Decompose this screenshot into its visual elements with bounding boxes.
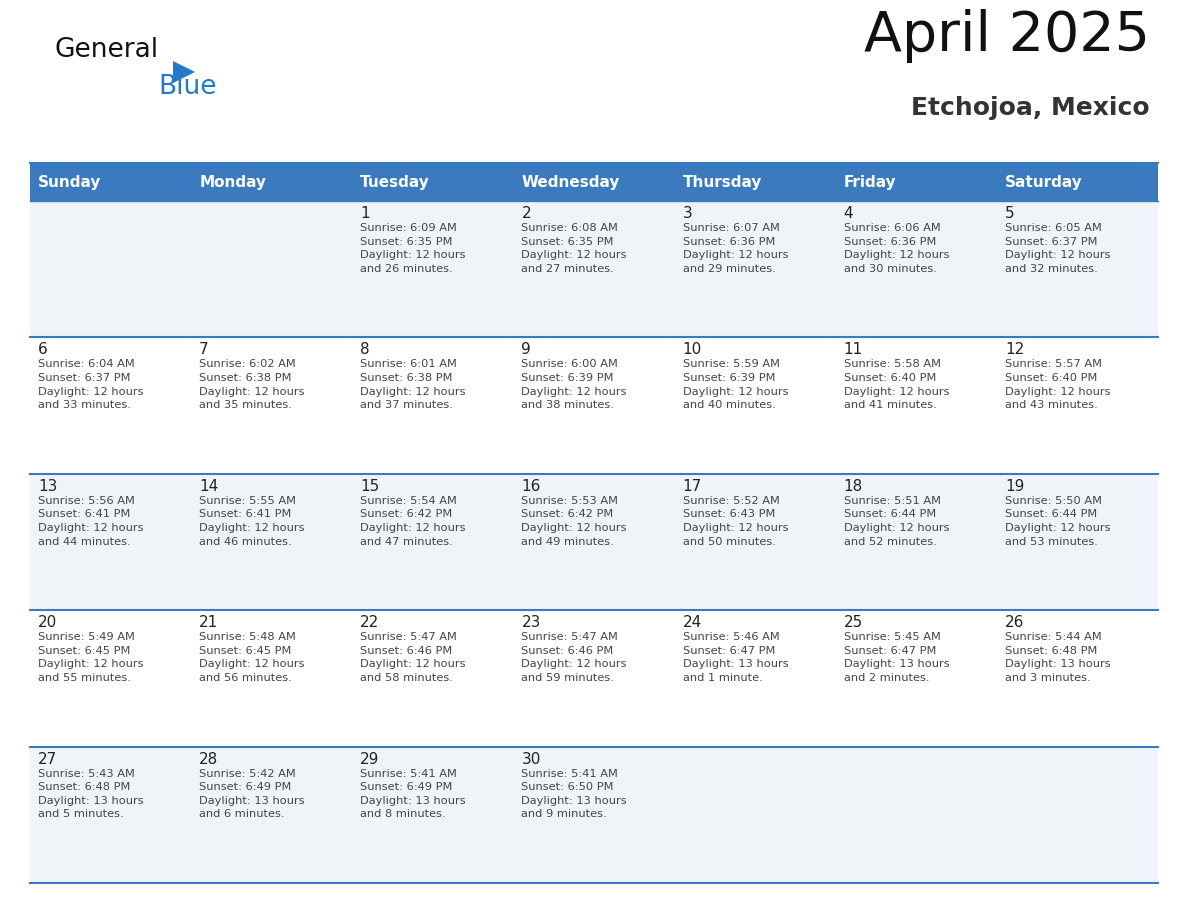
Text: 28: 28 — [200, 752, 219, 767]
Text: Sunrise: 5:42 AM
Sunset: 6:49 PM
Daylight: 13 hours
and 6 minutes.: Sunrise: 5:42 AM Sunset: 6:49 PM Dayligh… — [200, 768, 305, 820]
Text: 6: 6 — [38, 342, 48, 357]
Polygon shape — [173, 61, 195, 83]
Text: 8: 8 — [360, 342, 369, 357]
Text: Wednesday: Wednesday — [522, 174, 620, 189]
Text: Sunrise: 6:01 AM
Sunset: 6:38 PM
Daylight: 12 hours
and 37 minutes.: Sunrise: 6:01 AM Sunset: 6:38 PM Dayligh… — [360, 360, 466, 410]
Text: Sunday: Sunday — [38, 174, 101, 189]
Text: Sunrise: 5:46 AM
Sunset: 6:47 PM
Daylight: 13 hours
and 1 minute.: Sunrise: 5:46 AM Sunset: 6:47 PM Dayligh… — [683, 633, 788, 683]
Text: Sunrise: 5:55 AM
Sunset: 6:41 PM
Daylight: 12 hours
and 46 minutes.: Sunrise: 5:55 AM Sunset: 6:41 PM Dayligh… — [200, 496, 304, 546]
Bar — [30, 610, 1158, 746]
Text: Sunrise: 5:59 AM
Sunset: 6:39 PM
Daylight: 12 hours
and 40 minutes.: Sunrise: 5:59 AM Sunset: 6:39 PM Dayligh… — [683, 360, 788, 410]
Bar — [997, 163, 1158, 201]
Text: 5: 5 — [1005, 206, 1015, 221]
Text: 12: 12 — [1005, 342, 1024, 357]
Text: Sunrise: 6:02 AM
Sunset: 6:38 PM
Daylight: 12 hours
and 35 minutes.: Sunrise: 6:02 AM Sunset: 6:38 PM Dayligh… — [200, 360, 304, 410]
Text: Sunrise: 5:52 AM
Sunset: 6:43 PM
Daylight: 12 hours
and 50 minutes.: Sunrise: 5:52 AM Sunset: 6:43 PM Dayligh… — [683, 496, 788, 546]
Text: 22: 22 — [360, 615, 379, 630]
Text: Sunrise: 5:57 AM
Sunset: 6:40 PM
Daylight: 12 hours
and 43 minutes.: Sunrise: 5:57 AM Sunset: 6:40 PM Dayligh… — [1005, 360, 1111, 410]
Text: 20: 20 — [38, 615, 57, 630]
Text: Friday: Friday — [843, 174, 896, 189]
Text: Thursday: Thursday — [683, 174, 762, 189]
Text: 18: 18 — [843, 479, 862, 494]
Text: April 2025: April 2025 — [864, 9, 1150, 63]
Text: 2: 2 — [522, 206, 531, 221]
Text: 7: 7 — [200, 342, 209, 357]
Text: Sunrise: 5:56 AM
Sunset: 6:41 PM
Daylight: 12 hours
and 44 minutes.: Sunrise: 5:56 AM Sunset: 6:41 PM Dayligh… — [38, 496, 144, 546]
Text: Blue: Blue — [158, 74, 216, 100]
Text: Sunrise: 6:00 AM
Sunset: 6:39 PM
Daylight: 12 hours
and 38 minutes.: Sunrise: 6:00 AM Sunset: 6:39 PM Dayligh… — [522, 360, 627, 410]
Text: Sunrise: 5:47 AM
Sunset: 6:46 PM
Daylight: 12 hours
and 58 minutes.: Sunrise: 5:47 AM Sunset: 6:46 PM Dayligh… — [360, 633, 466, 683]
Text: Sunrise: 5:58 AM
Sunset: 6:40 PM
Daylight: 12 hours
and 41 minutes.: Sunrise: 5:58 AM Sunset: 6:40 PM Dayligh… — [843, 360, 949, 410]
Text: Sunrise: 5:45 AM
Sunset: 6:47 PM
Daylight: 13 hours
and 2 minutes.: Sunrise: 5:45 AM Sunset: 6:47 PM Dayligh… — [843, 633, 949, 683]
Bar — [30, 201, 1158, 338]
Text: 11: 11 — [843, 342, 862, 357]
Text: Sunrise: 6:06 AM
Sunset: 6:36 PM
Daylight: 12 hours
and 30 minutes.: Sunrise: 6:06 AM Sunset: 6:36 PM Dayligh… — [843, 223, 949, 274]
Text: Sunrise: 5:50 AM
Sunset: 6:44 PM
Daylight: 12 hours
and 53 minutes.: Sunrise: 5:50 AM Sunset: 6:44 PM Dayligh… — [1005, 496, 1111, 546]
Text: Sunrise: 6:04 AM
Sunset: 6:37 PM
Daylight: 12 hours
and 33 minutes.: Sunrise: 6:04 AM Sunset: 6:37 PM Dayligh… — [38, 360, 144, 410]
Bar — [835, 163, 997, 201]
Text: 30: 30 — [522, 752, 541, 767]
Text: 3: 3 — [683, 206, 693, 221]
Text: Sunrise: 6:05 AM
Sunset: 6:37 PM
Daylight: 12 hours
and 32 minutes.: Sunrise: 6:05 AM Sunset: 6:37 PM Dayligh… — [1005, 223, 1111, 274]
Text: 15: 15 — [360, 479, 379, 494]
Text: 10: 10 — [683, 342, 702, 357]
Text: 4: 4 — [843, 206, 853, 221]
Text: Sunrise: 5:41 AM
Sunset: 6:49 PM
Daylight: 13 hours
and 8 minutes.: Sunrise: 5:41 AM Sunset: 6:49 PM Dayligh… — [360, 768, 466, 820]
Text: 9: 9 — [522, 342, 531, 357]
Text: 21: 21 — [200, 615, 219, 630]
Text: 1: 1 — [360, 206, 369, 221]
Text: Sunrise: 5:48 AM
Sunset: 6:45 PM
Daylight: 12 hours
and 56 minutes.: Sunrise: 5:48 AM Sunset: 6:45 PM Dayligh… — [200, 633, 304, 683]
Bar — [30, 163, 191, 201]
Bar — [30, 474, 1158, 610]
Bar — [191, 163, 353, 201]
Text: Sunrise: 5:41 AM
Sunset: 6:50 PM
Daylight: 13 hours
and 9 minutes.: Sunrise: 5:41 AM Sunset: 6:50 PM Dayligh… — [522, 768, 627, 820]
Text: Sunrise: 5:43 AM
Sunset: 6:48 PM
Daylight: 13 hours
and 5 minutes.: Sunrise: 5:43 AM Sunset: 6:48 PM Dayligh… — [38, 768, 144, 820]
Text: 24: 24 — [683, 615, 702, 630]
Text: Sunrise: 5:53 AM
Sunset: 6:42 PM
Daylight: 12 hours
and 49 minutes.: Sunrise: 5:53 AM Sunset: 6:42 PM Dayligh… — [522, 496, 627, 546]
Bar — [30, 746, 1158, 883]
Text: 27: 27 — [38, 752, 57, 767]
Text: Sunrise: 6:07 AM
Sunset: 6:36 PM
Daylight: 12 hours
and 29 minutes.: Sunrise: 6:07 AM Sunset: 6:36 PM Dayligh… — [683, 223, 788, 274]
Bar — [30, 338, 1158, 474]
Text: 23: 23 — [522, 615, 541, 630]
Bar — [353, 163, 513, 201]
Text: 19: 19 — [1005, 479, 1024, 494]
Text: General: General — [55, 37, 159, 63]
Text: 29: 29 — [360, 752, 380, 767]
Bar — [513, 163, 675, 201]
Text: Sunrise: 5:49 AM
Sunset: 6:45 PM
Daylight: 12 hours
and 55 minutes.: Sunrise: 5:49 AM Sunset: 6:45 PM Dayligh… — [38, 633, 144, 683]
Text: Saturday: Saturday — [1005, 174, 1082, 189]
Text: Sunrise: 5:51 AM
Sunset: 6:44 PM
Daylight: 12 hours
and 52 minutes.: Sunrise: 5:51 AM Sunset: 6:44 PM Dayligh… — [843, 496, 949, 546]
Text: 26: 26 — [1005, 615, 1024, 630]
Text: Sunrise: 5:44 AM
Sunset: 6:48 PM
Daylight: 13 hours
and 3 minutes.: Sunrise: 5:44 AM Sunset: 6:48 PM Dayligh… — [1005, 633, 1111, 683]
Text: Monday: Monday — [200, 174, 266, 189]
Text: Etchojoa, Mexico: Etchojoa, Mexico — [911, 96, 1150, 120]
Text: 25: 25 — [843, 615, 862, 630]
Bar — [675, 163, 835, 201]
Text: 13: 13 — [38, 479, 57, 494]
Text: 17: 17 — [683, 479, 702, 494]
Text: Sunrise: 5:54 AM
Sunset: 6:42 PM
Daylight: 12 hours
and 47 minutes.: Sunrise: 5:54 AM Sunset: 6:42 PM Dayligh… — [360, 496, 466, 546]
Text: 16: 16 — [522, 479, 541, 494]
Text: Sunrise: 6:08 AM
Sunset: 6:35 PM
Daylight: 12 hours
and 27 minutes.: Sunrise: 6:08 AM Sunset: 6:35 PM Dayligh… — [522, 223, 627, 274]
Text: Tuesday: Tuesday — [360, 174, 430, 189]
Text: 14: 14 — [200, 479, 219, 494]
Text: Sunrise: 5:47 AM
Sunset: 6:46 PM
Daylight: 12 hours
and 59 minutes.: Sunrise: 5:47 AM Sunset: 6:46 PM Dayligh… — [522, 633, 627, 683]
Text: Sunrise: 6:09 AM
Sunset: 6:35 PM
Daylight: 12 hours
and 26 minutes.: Sunrise: 6:09 AM Sunset: 6:35 PM Dayligh… — [360, 223, 466, 274]
